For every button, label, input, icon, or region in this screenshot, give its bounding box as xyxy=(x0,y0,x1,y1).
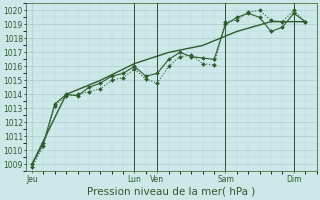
X-axis label: Pression niveau de la mer( hPa ): Pression niveau de la mer( hPa ) xyxy=(87,187,256,197)
